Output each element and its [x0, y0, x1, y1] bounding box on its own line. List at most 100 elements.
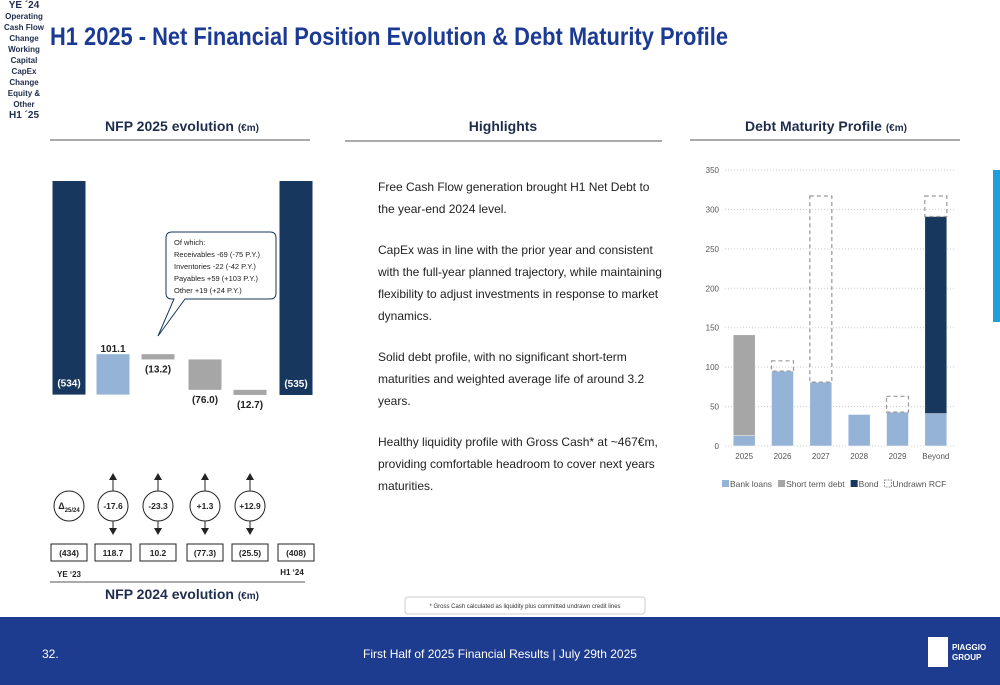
delta-symbol: Δ: [58, 501, 65, 511]
page-number: 32.: [42, 647, 59, 661]
category-label: Change Equity & Other: [7, 78, 41, 109]
title-text: NFP 2024 evolution: [105, 586, 234, 602]
x-tick-label: 2027: [812, 452, 830, 461]
section-title: Highlights: [469, 118, 538, 134]
bar-segment: [886, 411, 909, 447]
delta-value: -23.3: [148, 501, 168, 511]
bar-segment: [847, 414, 871, 447]
prior-value: (77.3): [194, 548, 216, 558]
bar: [188, 359, 222, 390]
value-label: (13.2): [145, 364, 171, 375]
arrow-head: [201, 473, 209, 535]
bar-segment: [924, 216, 948, 414]
section-title: Debt Maturity Profile (€m): [745, 118, 907, 134]
value-label: 101.1: [100, 344, 125, 355]
prior-value: (434): [59, 548, 79, 558]
value-label: (76.0): [192, 395, 218, 406]
period-label: YE ‘23: [57, 570, 82, 579]
value-box: [139, 543, 177, 562]
delta-circle: [97, 490, 129, 522]
category-label: CapEx: [11, 67, 37, 76]
highlight-paragraph: Healthy liquidity profile with Gross Cas…: [378, 435, 658, 493]
arrow-head: [109, 473, 117, 535]
value-box: [186, 543, 224, 562]
highlights: Free Cash Flow generation brought H1 Net…: [378, 176, 668, 516]
highlight-paragraph: Solid debt profile, with no significant …: [378, 350, 645, 408]
x-tick-label: 2026: [774, 452, 792, 461]
value-label: (12.7): [237, 400, 263, 411]
prior-value: 10.2: [150, 548, 167, 558]
y-tick-label: 50: [710, 403, 719, 412]
delta-value: +1.3: [197, 501, 214, 511]
callout-line: Other +19 (+24 P.Y.): [174, 286, 242, 295]
legend-label: Short term debt: [786, 479, 845, 489]
unit: (€m): [238, 123, 259, 134]
prior-value: 118.7: [103, 548, 124, 558]
footnote-box: [404, 596, 646, 615]
prior-value: (408): [286, 548, 306, 558]
value-label: (534): [57, 379, 80, 390]
value-box: [277, 543, 315, 562]
footer-text: First Half of 2025 Financial Results | J…: [363, 647, 637, 661]
section-title: NFP 2025 evolution (€m): [105, 118, 259, 134]
x-tick-label: Beyond: [922, 452, 949, 461]
delta-circle: [142, 490, 174, 522]
y-tick-label: 100: [706, 363, 720, 372]
category-label: Change Working Capital: [8, 34, 40, 65]
slide-title: H1 2025 - Net Financial Position Evoluti…: [50, 23, 728, 51]
bar-segment: [732, 334, 756, 436]
legend-swatch: [778, 480, 786, 487]
logo-mark: [928, 637, 948, 667]
delta-circle: [189, 490, 221, 522]
title-text: NFP 2025 evolution: [105, 118, 234, 134]
bar-segment: [924, 413, 948, 447]
prior-value: (25.5): [239, 548, 261, 558]
value-label: (535): [284, 379, 307, 390]
bar-segment: [809, 195, 833, 383]
bar: [52, 181, 86, 395]
bar-segment: [771, 370, 794, 447]
callout-line: Receivables -69 (-75 P.Y.): [174, 250, 261, 259]
bar-segment: [809, 381, 833, 447]
value-box: [94, 543, 132, 562]
legend-label: Undrawn RCF: [893, 479, 947, 489]
y-tick-label: 150: [706, 324, 720, 333]
y-tick-label: 0: [715, 442, 720, 451]
legend-label: Bond: [859, 479, 879, 489]
callout-line: Inventories -22 (-42 P.Y.): [174, 262, 256, 271]
unit: (€m): [238, 591, 259, 602]
delta-value: -17.6: [103, 501, 123, 511]
highlight-paragraph: CapEx was in line with the prior year an…: [378, 243, 662, 323]
y-tick-label: 300: [706, 205, 720, 214]
bar-segment: [732, 435, 756, 447]
value-box: [50, 543, 88, 562]
bar-segment: [770, 360, 795, 372]
arrow-head: [246, 473, 254, 535]
logo-text: GROUP: [952, 653, 982, 662]
delta-value: +12.9: [239, 501, 261, 511]
callout: [157, 231, 277, 337]
delta-label: Δ25/24: [58, 501, 80, 514]
bar: [279, 181, 313, 395]
logo-text: PIAGGIO: [952, 643, 986, 652]
bar-segment: [924, 195, 948, 218]
category-label: YE ´24: [8, 0, 40, 11]
unit: (€m): [886, 123, 907, 134]
x-tick-label: 2028: [850, 452, 868, 461]
period-label: H1 ‘24: [280, 568, 304, 577]
footer-band: [0, 617, 1000, 685]
value-box: [231, 543, 269, 562]
bar-segment: [885, 395, 910, 413]
legend-swatch: [722, 480, 729, 487]
delta-sub: 25/24: [65, 508, 81, 514]
x-tick-label: 2025: [735, 452, 753, 461]
arrow-head: [154, 473, 162, 535]
bar: [233, 389, 267, 395]
title-text: Debt Maturity Profile: [745, 118, 882, 134]
delta-circle: [234, 490, 266, 522]
callout-line: Payables +59 (+103 P.Y.): [174, 274, 258, 283]
section-title: NFP 2024 evolution (€m): [105, 586, 259, 602]
y-tick-label: 200: [706, 284, 720, 293]
